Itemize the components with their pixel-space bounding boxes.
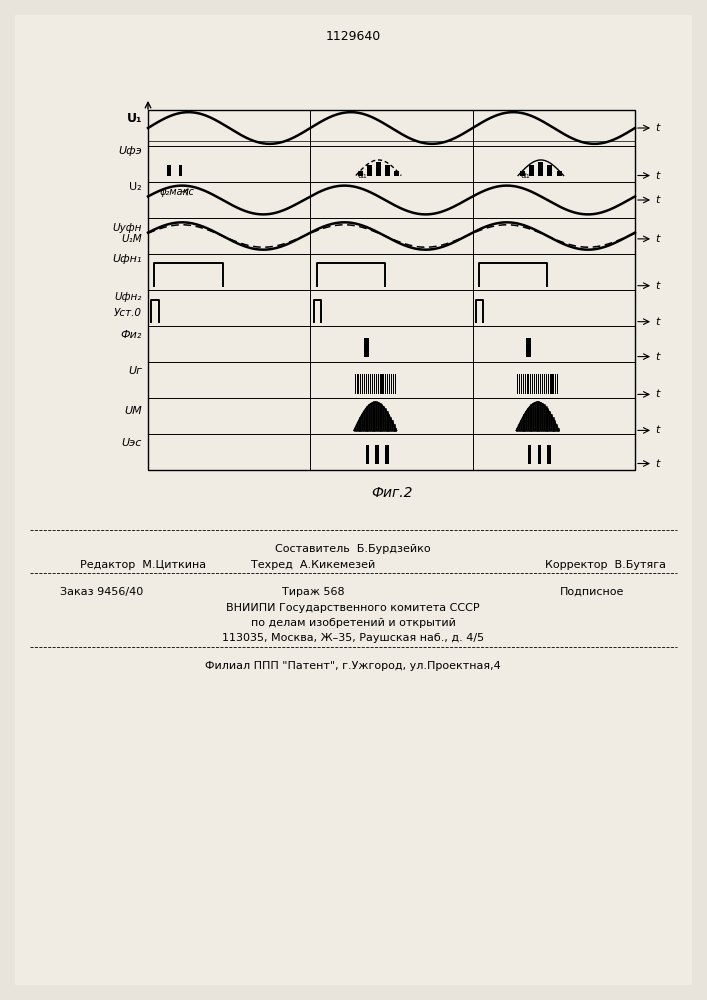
Bar [521, 374, 522, 394]
Text: t: t [655, 389, 660, 399]
Text: Uфэ: Uфэ [118, 146, 142, 156]
Text: Uг: Uг [128, 366, 142, 376]
Bar [522, 374, 524, 394]
Text: Техред  А.Кикемезей: Техред А.Кикемезей [251, 560, 375, 570]
Bar [372, 374, 373, 394]
Bar [548, 374, 549, 394]
Bar [375, 445, 379, 464]
Text: α₁: α₁ [520, 171, 530, 180]
Text: Заказ 9456/40: Заказ 9456/40 [60, 587, 144, 597]
Bar [549, 374, 551, 394]
Text: U₂: U₂ [129, 182, 142, 192]
Text: U₁: U₁ [127, 112, 142, 125]
Text: t: t [655, 234, 660, 244]
Text: Редактор  М.Циткина: Редактор М.Циткина [80, 560, 206, 570]
Text: UМ: UМ [124, 406, 142, 416]
Bar [366, 374, 367, 394]
Text: ВНИИПИ Государственного комитета СССР: ВНИИПИ Государственного комитета СССР [226, 603, 480, 613]
Bar [546, 374, 547, 394]
Text: Uэс: Uэс [122, 438, 142, 448]
Bar [556, 171, 561, 176]
Text: t: t [655, 459, 660, 469]
Bar [534, 374, 535, 394]
Text: 113035, Москва, Ж–35, Раушская наб., д. 4/5: 113035, Москва, Ж–35, Раушская наб., д. … [222, 633, 484, 643]
Bar [367, 165, 372, 176]
Bar [374, 374, 375, 394]
Text: Подписное: Подписное [560, 587, 624, 597]
Text: Тираж 568: Тираж 568 [281, 587, 344, 597]
Bar [520, 171, 525, 176]
Bar [528, 374, 530, 394]
Text: t: t [655, 171, 660, 181]
Bar [355, 374, 356, 394]
Text: t: t [655, 281, 660, 291]
Bar [530, 374, 532, 394]
Text: Корректор  В.Бутяга: Корректор В.Бутяга [545, 560, 666, 570]
Text: t: t [655, 425, 660, 435]
Bar [551, 374, 552, 394]
Bar [375, 374, 377, 394]
Bar [179, 165, 182, 176]
Bar [370, 374, 371, 394]
Text: Уст.0: Уст.0 [114, 308, 142, 318]
Bar [376, 162, 381, 176]
Bar [383, 374, 385, 394]
Bar [385, 445, 389, 464]
Bar [528, 445, 532, 464]
Bar [547, 165, 552, 176]
Bar [395, 374, 396, 394]
Bar [366, 445, 369, 464]
Text: t: t [655, 195, 660, 205]
Bar [362, 374, 363, 394]
Bar [532, 374, 533, 394]
Text: Составитель  Б.Бурдзейко: Составитель Б.Бурдзейко [275, 544, 431, 554]
Text: φ₂макс: φ₂макс [160, 187, 194, 197]
Bar [364, 374, 366, 394]
Bar [526, 338, 531, 357]
Bar [538, 162, 544, 176]
Bar [385, 165, 390, 176]
Bar [389, 374, 390, 394]
Bar [517, 374, 518, 394]
Bar [358, 171, 363, 176]
Text: Uфн₁: Uфн₁ [112, 254, 142, 264]
Bar [356, 374, 358, 394]
Text: Uуфн: Uуфн [112, 223, 142, 233]
Bar [519, 374, 520, 394]
Text: t: t [655, 123, 660, 133]
Bar [378, 374, 379, 394]
Text: Uфн₂: Uфн₂ [115, 292, 142, 302]
Text: Фи₂: Фи₂ [121, 330, 142, 340]
Text: по делам изобретений и открытий: по делам изобретений и открытий [250, 618, 455, 628]
Text: Фиг.2: Фиг.2 [370, 486, 412, 500]
Text: α₁: α₁ [358, 171, 368, 180]
Bar [387, 374, 388, 394]
Bar [393, 374, 394, 394]
Bar [525, 374, 526, 394]
Bar [555, 374, 556, 394]
Bar [538, 374, 539, 394]
Text: U₁М: U₁М [121, 234, 142, 244]
Bar [536, 374, 537, 394]
Text: 1129640: 1129640 [325, 30, 380, 43]
Bar [542, 374, 543, 394]
Bar [547, 445, 551, 464]
Text: t: t [655, 352, 660, 362]
Bar [544, 374, 545, 394]
Text: Филиал ППП "Патент", г.Ужгород, ул.Проектная,4: Филиал ППП "Патент", г.Ужгород, ул.Проек… [205, 661, 501, 671]
Bar [148, 110, 635, 470]
Bar [368, 374, 369, 394]
Bar [391, 374, 392, 394]
Bar [168, 165, 171, 176]
Bar [530, 165, 534, 176]
Bar [557, 374, 559, 394]
Bar [364, 338, 369, 357]
Bar [395, 171, 399, 176]
Bar [358, 374, 359, 394]
Text: t: t [655, 317, 660, 327]
Bar [540, 374, 541, 394]
Bar [385, 374, 386, 394]
Bar [537, 445, 541, 464]
